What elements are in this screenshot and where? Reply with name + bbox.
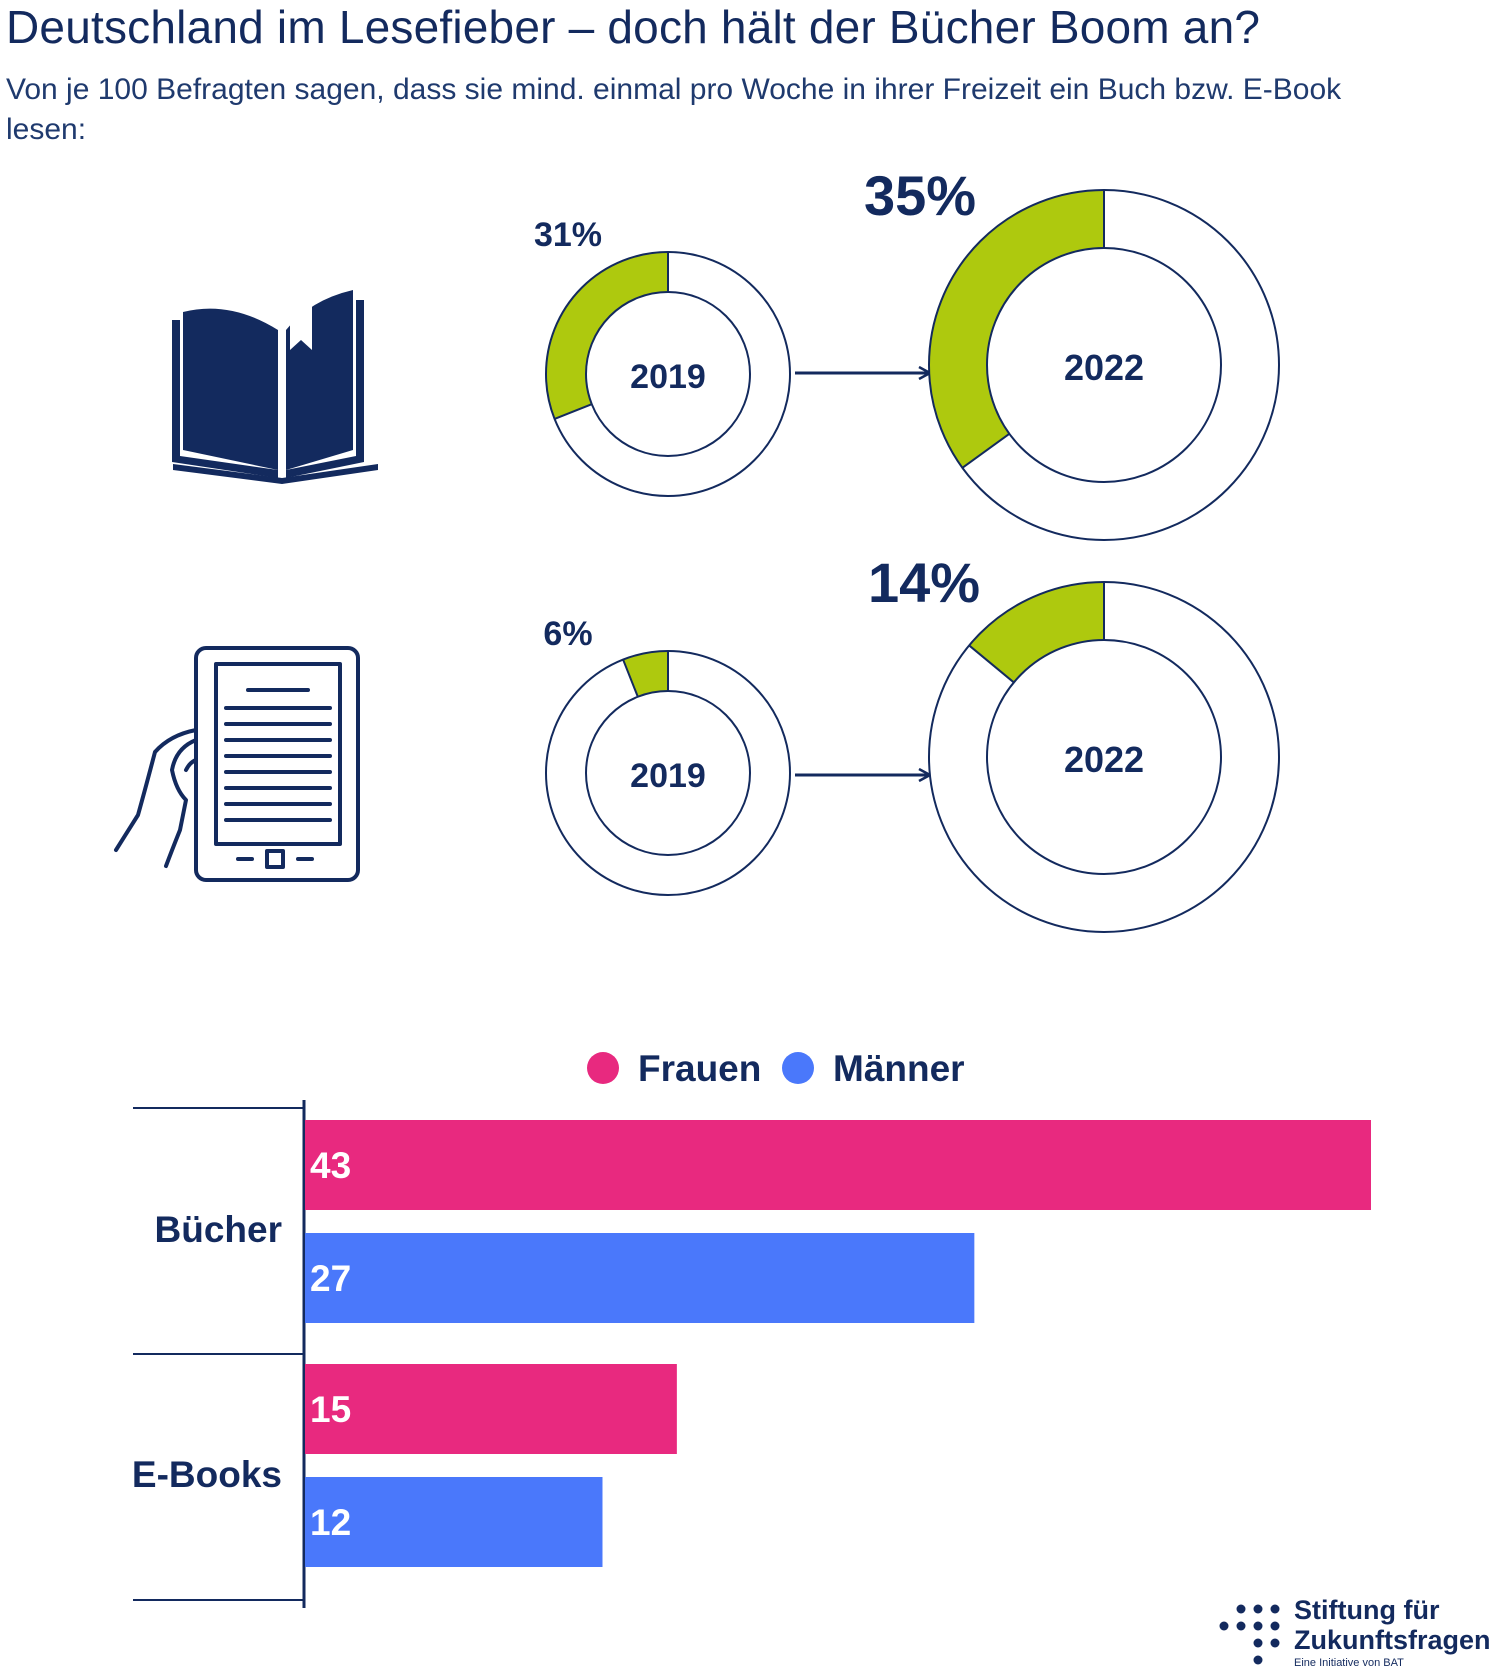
ebook-reader-icon: [114, 646, 360, 882]
donut-slice-edge: [622, 659, 639, 698]
donut-year-label: 2022: [1064, 347, 1144, 388]
chart-subtitle: Von je 100 Befragten sagen, dass sie min…: [6, 73, 1342, 146]
logo-line-1: Stiftung für: [1294, 1595, 1440, 1625]
donut-value-label: 35%: [864, 164, 976, 227]
logo-name: Stiftung für Zukunftsfragen: [1294, 1595, 1491, 1655]
donut-slice-edge: [554, 403, 593, 420]
donut-2019: 2019 31%: [534, 216, 791, 497]
donut-charts: 2019 31% 2022 35% 2019 6% 2022 14%: [534, 164, 1280, 933]
logo-tagline: Eine Initiative von BAT: [1294, 1657, 1404, 1669]
donut-outer-ring: [928, 189, 1280, 541]
donut-value-label: 31%: [534, 216, 602, 254]
donut-year-label: 2022: [1064, 739, 1144, 780]
logo: Stiftung für Zukunftsfragen Eine Initiat…: [1210, 1595, 1510, 1675]
bar-frauen: [305, 1364, 677, 1454]
bar-männer: [305, 1477, 603, 1567]
category-label: E-Books: [132, 1454, 282, 1495]
bar-männer: [305, 1233, 975, 1323]
donut-slice-edge: [968, 644, 1015, 684]
logo-line-2: Zukunftsfragen: [1294, 1625, 1491, 1655]
donut-track: [545, 651, 790, 895]
bar-value-label: 27: [310, 1258, 351, 1299]
donut-inner-ring: [585, 291, 751, 457]
legend-label: Männer: [833, 1048, 965, 1089]
donut-2022: 2022 35%: [864, 164, 1280, 541]
donut-slice: [929, 190, 1104, 468]
bar-chart: Bücher 43 27 E-Books 15 12: [132, 1100, 1371, 1608]
legend: Frauen Männer: [587, 1048, 965, 1089]
donut-year-label: 2019: [630, 757, 706, 795]
legend-label: Frauen: [638, 1048, 761, 1089]
donut-outer-ring: [545, 251, 791, 497]
bar-value-label: 15: [310, 1389, 351, 1430]
bar-value-label: 43: [310, 1145, 351, 1186]
bar-frauen: [305, 1120, 1371, 1210]
donut-value-label: 6%: [543, 615, 592, 653]
logo-dots-icon: [1219, 1604, 1280, 1665]
donut-2019: 2019 6%: [543, 615, 791, 896]
donut-inner-ring: [986, 247, 1222, 483]
donut-inner-ring: [986, 639, 1222, 875]
legend-swatch: [587, 1052, 619, 1084]
bar-value-label: 12: [310, 1502, 351, 1543]
donut-year-label: 2019: [630, 358, 706, 396]
donut-2022: 2022 14%: [868, 551, 1280, 933]
donut-outer-ring: [928, 581, 1280, 933]
donut-outer-ring: [545, 650, 791, 896]
open-book-icon: [172, 290, 378, 484]
chart-title: Deutschland im Lesefieber – doch hält de…: [6, 1, 1261, 53]
legend-swatch: [782, 1052, 814, 1084]
donut-inner-ring: [585, 690, 751, 856]
legend-item: Männer: [782, 1048, 965, 1089]
donut-slice-edge: [961, 432, 1010, 469]
donut-slice: [969, 582, 1104, 683]
legend-item: Frauen: [587, 1048, 761, 1089]
donut-value-label: 14%: [868, 551, 980, 614]
category-label: Bücher: [155, 1209, 282, 1250]
